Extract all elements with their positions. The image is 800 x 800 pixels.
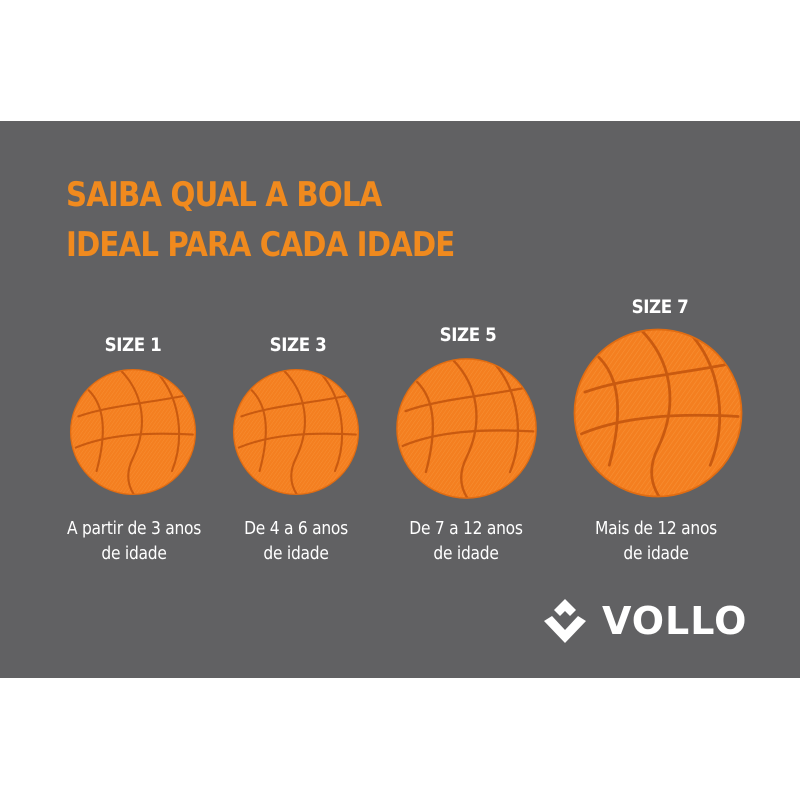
size-1-label: SIZE 1 — [104, 334, 162, 356]
vollo-logo: VOLLO — [540, 596, 747, 646]
basketball-size-5-icon — [394, 356, 539, 501]
vollo-wordmark: VOLLO — [602, 599, 748, 643]
page-title: SAIBA QUAL A BOLA IDEAL PARA CADA IDADE — [66, 170, 548, 270]
size-7-label: SIZE 7 — [631, 296, 689, 318]
basketball-size-7-icon — [571, 326, 745, 500]
vollo-diamond-icon — [544, 599, 586, 643]
size-5-age-line-2: de idade — [433, 543, 499, 564]
size-3-age: De 4 a 6 anos de idade — [219, 516, 374, 566]
size-7-age: Mais de 12 anos de idade — [579, 516, 734, 566]
size-5-age-line-1: De 7 a 12 anos — [409, 518, 523, 539]
size-7-age-line-2: de idade — [623, 543, 689, 564]
size-1-age-line-2: de idade — [101, 543, 167, 564]
size-5-label: SIZE 5 — [439, 324, 497, 346]
size-1-age-line-1: A partir de 3 anos — [66, 518, 202, 539]
size-3-age-line-1: De 4 a 6 anos — [244, 518, 348, 539]
size-3-label: SIZE 3 — [269, 334, 327, 356]
size-3-age-line-2: de idade — [263, 543, 329, 564]
size-7-age-line-1: Mais de 12 anos — [595, 518, 717, 539]
basketball-size-3-icon — [231, 367, 361, 497]
size-1-age: A partir de 3 anos de idade — [57, 516, 212, 566]
title-line-2: IDEAL PARA CADA IDADE — [66, 225, 455, 265]
title-line-1: SAIBA QUAL A BOLA — [66, 175, 382, 215]
size-5-age: De 7 a 12 anos de idade — [389, 516, 544, 566]
basketball-size-1-icon — [68, 367, 198, 497]
